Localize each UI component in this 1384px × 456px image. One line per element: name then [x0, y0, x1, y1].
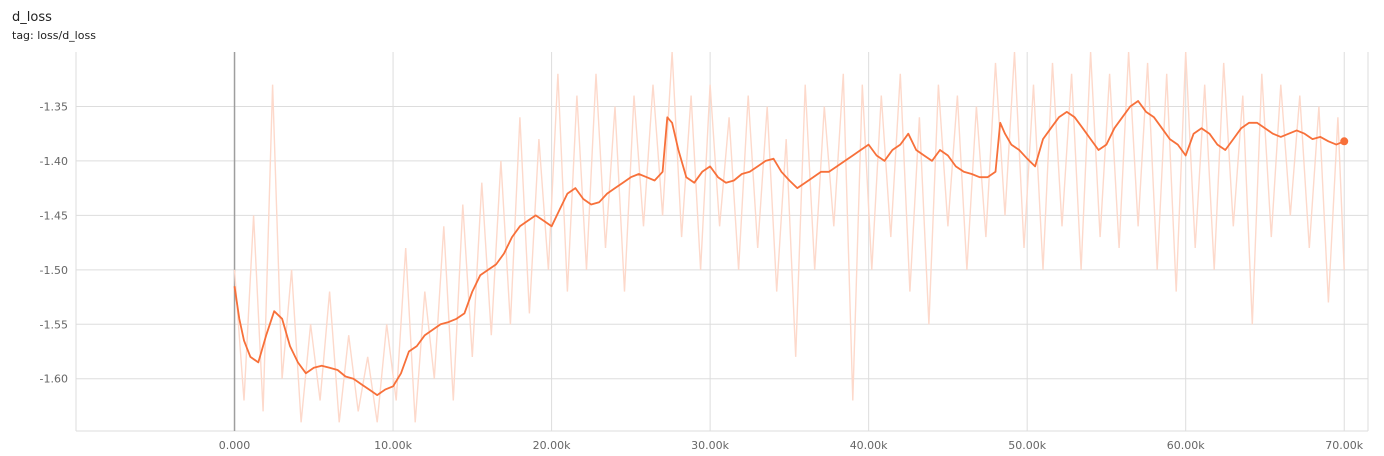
raw-series-line — [233, 52, 1345, 423]
x-tick-label: 30.00k — [691, 439, 729, 452]
y-tick-label: -1.60 — [40, 373, 68, 386]
y-tick-label: -1.45 — [40, 209, 68, 222]
x-tick-label: 0.000 — [219, 439, 251, 452]
grid-layer — [75, 52, 1369, 432]
x-tick-label: 40.00k — [850, 439, 888, 452]
x-tick-label: 10.00k — [374, 439, 412, 452]
smoothed-series — [233, 100, 1349, 396]
x-tick-label: 70.00k — [1325, 439, 1363, 452]
y-tick-label: -1.50 — [40, 264, 68, 277]
y-tick-label: -1.40 — [40, 155, 68, 168]
chart-title: d_loss — [12, 10, 52, 25]
chart-tag: tag: loss/d_loss — [12, 29, 96, 42]
y-tick-label: -1.55 — [40, 318, 68, 331]
x-tick-label: 50.00k — [1008, 439, 1046, 452]
y-tick-label: -1.35 — [40, 100, 68, 113]
tick-labels: -1.35 -1.40 -1.45 -1.50 -1.55 -1.60 0.000 10.00… — [40, 100, 1364, 452]
x-tick-label: 20.00k — [533, 439, 571, 452]
last-point-marker[interactable] — [1340, 137, 1349, 146]
x-tick-label: 60.00k — [1167, 439, 1205, 452]
raw-series — [233, 52, 1345, 423]
smoothed-series-line — [233, 100, 1345, 396]
